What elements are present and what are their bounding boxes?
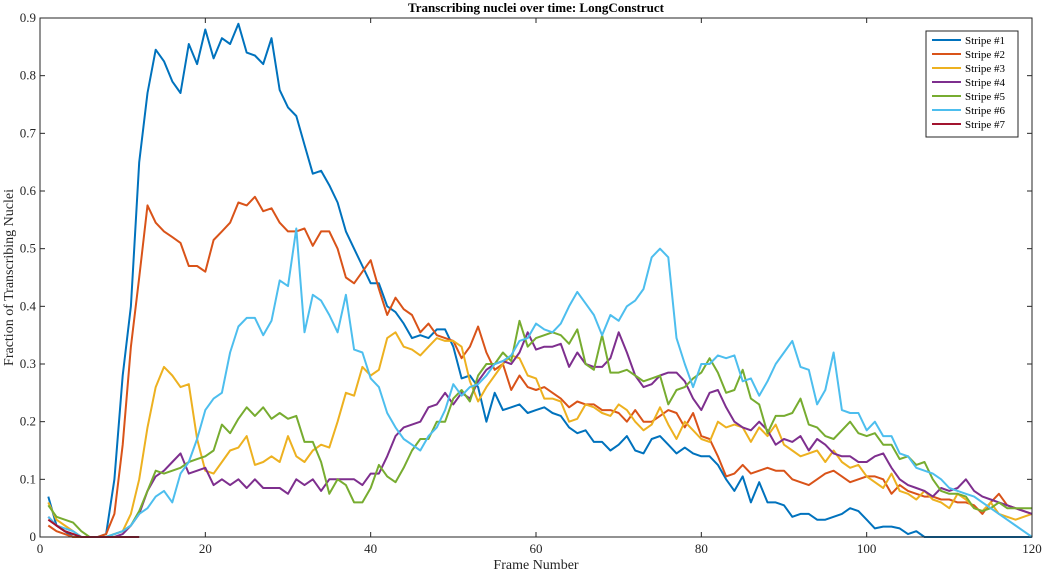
y-axis-title: Fraction of Transcribing Nuclei bbox=[2, 189, 17, 366]
series-layer bbox=[47, 22, 1033, 538]
legend-label-stripe-1: Stripe #1 bbox=[965, 35, 1005, 47]
legend-label-stripe-5: Stripe #5 bbox=[965, 91, 1006, 103]
y-tick-label: 0.9 bbox=[20, 10, 36, 25]
tick-layer: 0 20 40 60 80 100 120 0 0.1 0.2 0.3 0.4 0.5 0.6 0.7 0.8… bbox=[20, 10, 1042, 556]
x-tick-label: 100 bbox=[857, 541, 877, 556]
y-tick-label: 0.8 bbox=[20, 68, 36, 83]
y-tick-label: 0.1 bbox=[20, 471, 36, 486]
chart-title: Transcribing nuclei over time: LongConst… bbox=[408, 0, 665, 15]
y-tick-label: 0.7 bbox=[20, 125, 37, 140]
series-line-stripe-5 bbox=[47, 319, 1032, 538]
legend-label-stripe-3: Stripe #3 bbox=[965, 63, 1006, 75]
y-tick-label: 0.3 bbox=[20, 356, 36, 371]
legend-label-stripe-2: Stripe #2 bbox=[965, 49, 1005, 61]
legend: Stripe #1 Stripe #2 Stripe #3 Stripe #4 Stri… bbox=[925, 30, 1019, 138]
series-line-stripe-3 bbox=[47, 331, 1033, 538]
y-tick-label: 0.4 bbox=[20, 298, 37, 313]
legend-label-stripe-6: Stripe #6 bbox=[965, 105, 1006, 117]
y-tick-label: 0.2 bbox=[20, 414, 36, 429]
series-line-stripe-1 bbox=[47, 22, 1032, 538]
x-axis-title: Frame Number bbox=[493, 558, 578, 572]
x-tick-label: 60 bbox=[530, 541, 543, 556]
series-line-stripe-6 bbox=[47, 227, 1033, 538]
y-tick-label: 0.6 bbox=[20, 183, 37, 198]
y-tick-label: 0 bbox=[30, 529, 37, 544]
series-line-stripe-4 bbox=[47, 331, 1033, 538]
legend-label-stripe-7: Stripe #7 bbox=[965, 119, 1006, 131]
x-tick-label: 120 bbox=[1022, 541, 1042, 556]
x-tick-label: 80 bbox=[695, 541, 708, 556]
legend-box bbox=[925, 30, 1019, 138]
x-tick-label: 40 bbox=[364, 541, 377, 556]
x-tick-label: 0 bbox=[37, 541, 44, 556]
x-tick-label: 20 bbox=[199, 541, 212, 556]
y-tick-label: 0.5 bbox=[20, 241, 36, 256]
legend-label-stripe-4: Stripe #4 bbox=[965, 77, 1006, 89]
plot-area bbox=[40, 18, 1032, 537]
